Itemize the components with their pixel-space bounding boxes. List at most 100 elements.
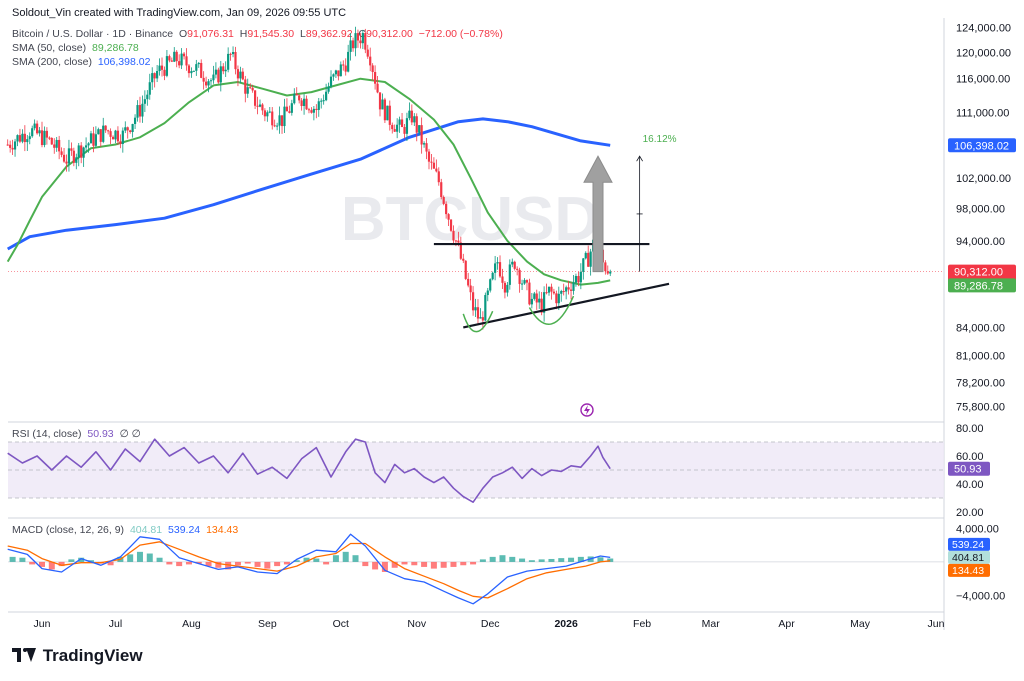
rsi-badge xyxy=(948,461,990,476)
lightning-icon xyxy=(580,403,594,417)
candle-body xyxy=(28,136,31,140)
sma50-legend[interactable]: SMA (50, close) 89,286.78 xyxy=(12,42,142,54)
candle-body xyxy=(126,127,129,131)
macd-histogram-bar xyxy=(127,554,134,562)
candle-body xyxy=(525,280,529,283)
time-tick-label: Jun xyxy=(928,618,945,630)
candle-body xyxy=(158,65,161,72)
candle-body xyxy=(396,124,399,132)
macd-legend[interactable]: MACD (close, 12, 26, 9) 404.81 539.24 13… xyxy=(12,524,241,536)
projection-percent-label: 16.12% xyxy=(643,134,677,145)
candle-body xyxy=(288,111,291,113)
macd-histogram-bar xyxy=(156,557,163,562)
candle-body xyxy=(457,240,460,243)
candle-body xyxy=(386,105,389,121)
low-value: 89,362.92 xyxy=(305,28,353,40)
candle-body xyxy=(347,51,350,72)
time-tick-label: Nov xyxy=(407,618,426,630)
candle-body xyxy=(508,264,511,285)
candle-body xyxy=(175,51,178,62)
candle-body xyxy=(312,108,315,113)
candle-body xyxy=(295,93,298,96)
macd-histogram-bar xyxy=(499,555,506,562)
candle-body xyxy=(89,133,93,144)
candle-body xyxy=(354,33,357,49)
candle-body xyxy=(92,133,95,146)
macd-histogram-bar xyxy=(372,561,379,570)
candle-body xyxy=(435,168,438,172)
candle-body xyxy=(464,260,467,279)
candle-body xyxy=(351,40,355,49)
tradingview-logo-icon xyxy=(12,648,38,662)
candle-body xyxy=(307,109,311,111)
low-label: L xyxy=(300,28,306,40)
macd-badge-label: 134.43 xyxy=(952,565,984,577)
candle-body xyxy=(337,70,340,77)
candle-body xyxy=(205,81,208,86)
macd-badge xyxy=(948,537,990,551)
candle-body xyxy=(87,143,90,146)
sma200-legend[interactable]: SMA (200, close) 106,398.02 xyxy=(12,56,153,68)
time-tick-label: Sep xyxy=(258,618,277,630)
candle-body xyxy=(506,284,509,293)
candle-body xyxy=(320,100,323,102)
candle-body xyxy=(374,72,377,84)
macd-signal-line xyxy=(7,541,611,599)
macd-histogram-bar xyxy=(352,555,359,562)
candle-body xyxy=(501,276,504,283)
candle-body xyxy=(180,53,183,66)
candle-body xyxy=(280,115,284,127)
candle-body xyxy=(11,147,14,150)
macd-badge-label: 404.81 xyxy=(952,552,984,564)
rsi-legend[interactable]: RSI (14, close) 50.93 ∅ ∅ xyxy=(12,428,144,440)
candle-body xyxy=(97,129,100,135)
macd-badge-label: 539.24 xyxy=(952,539,984,551)
candle-body xyxy=(72,150,75,163)
macd-histogram-bar xyxy=(274,561,281,567)
rsi-tick-label: 80.00 xyxy=(956,423,984,435)
candle-body xyxy=(315,108,318,110)
candle-body xyxy=(160,65,164,70)
attribution-header: Soldout_Vin created with TradingView.com… xyxy=(12,7,347,19)
candle-body xyxy=(229,53,232,55)
candle-body xyxy=(256,105,259,107)
price-tick-label: 84,000.00 xyxy=(956,322,1005,334)
candle-body xyxy=(131,124,134,133)
tradingview-logo: TradingView xyxy=(12,646,143,666)
candle-body xyxy=(185,56,188,66)
candle-body xyxy=(222,66,225,72)
rsi-extra: ∅ ∅ xyxy=(119,428,141,440)
macd-signal-value: 134.43 xyxy=(206,524,239,536)
candle-body xyxy=(550,286,553,292)
macd-histogram-bar xyxy=(558,558,565,562)
candle-body xyxy=(219,66,222,83)
candle-body xyxy=(146,94,149,100)
candle-body xyxy=(361,33,364,44)
price-tick-label: 75,800.00 xyxy=(956,402,1005,414)
candle-body xyxy=(540,298,543,313)
symbol-name[interactable]: Bitcoin / U.S. Dollar · 1D · Binance xyxy=(12,28,174,40)
candle-body xyxy=(84,145,88,148)
sma50-line xyxy=(6,77,611,286)
macd-line xyxy=(7,533,611,605)
time-tick-label: 2026 xyxy=(554,618,578,630)
candle-body xyxy=(582,258,585,272)
candle-body xyxy=(156,71,159,79)
candle-body xyxy=(50,137,53,145)
macd-histogram-bar xyxy=(528,560,535,562)
candle-body xyxy=(462,258,465,261)
macd-histogram-bar xyxy=(225,561,232,570)
sma50-label: SMA (50, close) xyxy=(12,42,87,54)
price-tick-label: 120,000.00 xyxy=(956,48,1011,60)
sma50-value: 89,286.78 xyxy=(92,42,139,54)
candle-body xyxy=(410,110,413,123)
candle-body xyxy=(231,52,235,55)
macd-histogram-bar xyxy=(176,561,183,567)
candle-body xyxy=(574,276,578,283)
macd-histogram-bar xyxy=(313,558,320,562)
candle-body xyxy=(584,252,587,259)
macd-histogram-bar xyxy=(440,561,447,568)
candle-body xyxy=(271,111,274,126)
macd-histogram-bar xyxy=(342,551,349,562)
